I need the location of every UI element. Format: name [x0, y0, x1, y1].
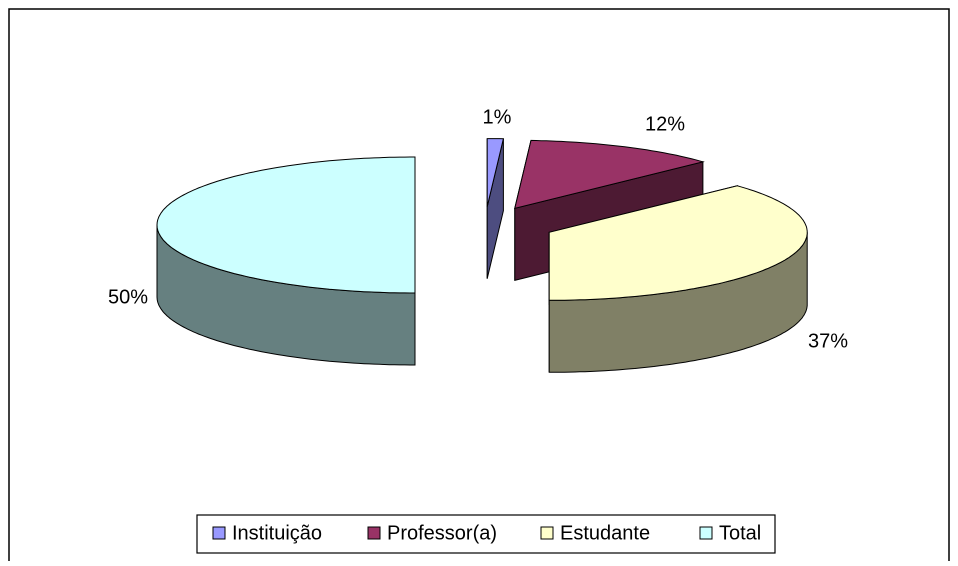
legend-swatch — [699, 526, 713, 540]
legend-label: Total — [719, 522, 761, 544]
slice-top — [548, 185, 808, 301]
data-label: 37% — [808, 330, 848, 352]
pie — [156, 138, 808, 373]
data-label: 1% — [483, 106, 512, 128]
pie-slice — [156, 156, 416, 366]
legend — [196, 514, 776, 554]
legend-items: Instituição Professor(a) Estudante Total — [212, 522, 761, 544]
data-label: 50% — [108, 286, 148, 308]
data-labels: 1% 12% 50% 37% — [108, 106, 848, 352]
data-label: 12% — [645, 113, 685, 135]
pie-slice — [486, 138, 505, 279]
pie-slice — [548, 185, 808, 373]
legend-label: Instituição — [232, 522, 322, 544]
chart-frame — [8, 8, 950, 566]
slice-top — [514, 139, 705, 209]
legend-swatch — [540, 526, 554, 540]
legend-label: Professor(a) — [387, 522, 497, 544]
legend-label: Estudante — [560, 522, 650, 544]
slice-top — [156, 156, 416, 294]
legend-swatch — [212, 526, 226, 540]
slice-top — [486, 138, 505, 207]
legend-swatch — [367, 526, 381, 540]
